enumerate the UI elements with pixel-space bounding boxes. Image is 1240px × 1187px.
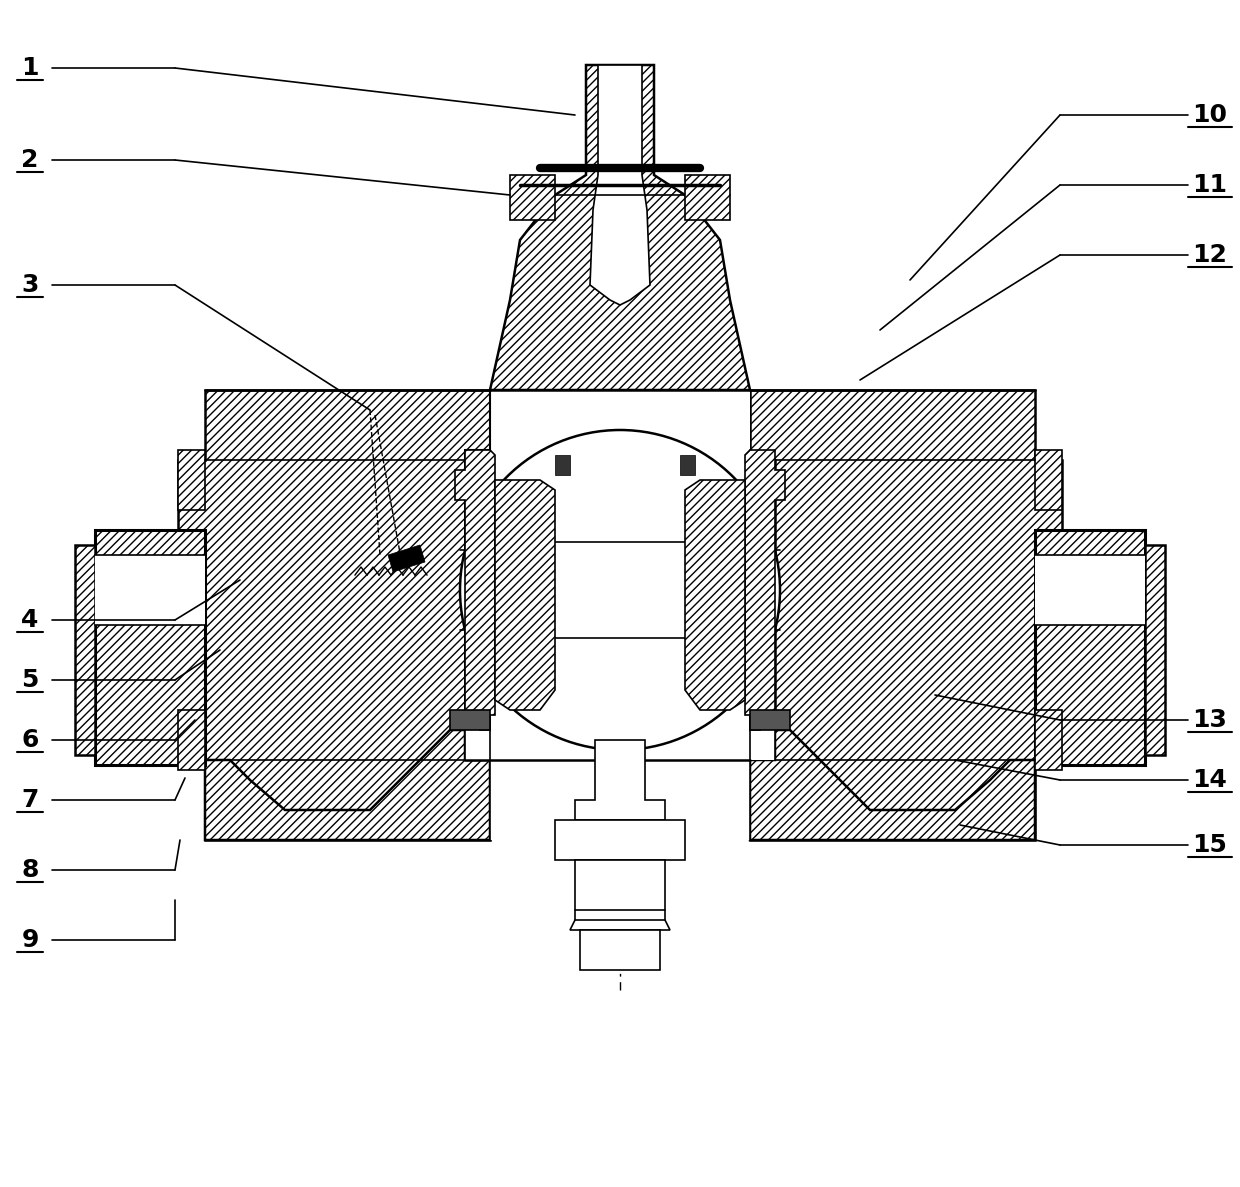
Polygon shape bbox=[745, 450, 785, 730]
Polygon shape bbox=[510, 174, 556, 220]
Text: 8: 8 bbox=[21, 858, 38, 882]
Polygon shape bbox=[388, 545, 425, 572]
Text: 14: 14 bbox=[1193, 768, 1228, 792]
Text: 5: 5 bbox=[21, 668, 38, 692]
Text: 3: 3 bbox=[21, 273, 38, 297]
Polygon shape bbox=[179, 450, 205, 510]
Polygon shape bbox=[684, 480, 745, 710]
Polygon shape bbox=[680, 455, 694, 475]
Text: 1: 1 bbox=[21, 56, 38, 80]
Polygon shape bbox=[750, 710, 790, 730]
Polygon shape bbox=[1035, 710, 1061, 770]
Polygon shape bbox=[95, 556, 205, 626]
Polygon shape bbox=[556, 455, 570, 475]
Polygon shape bbox=[1035, 556, 1145, 626]
Polygon shape bbox=[556, 820, 684, 861]
Polygon shape bbox=[465, 391, 775, 840]
Polygon shape bbox=[179, 710, 205, 770]
Polygon shape bbox=[750, 391, 1061, 840]
FancyBboxPatch shape bbox=[472, 542, 768, 637]
Text: 4: 4 bbox=[21, 608, 38, 631]
Text: 7: 7 bbox=[21, 788, 38, 812]
Text: 15: 15 bbox=[1193, 833, 1228, 857]
Polygon shape bbox=[95, 531, 205, 764]
Polygon shape bbox=[575, 740, 665, 820]
Polygon shape bbox=[684, 174, 730, 220]
Polygon shape bbox=[1145, 545, 1166, 755]
Text: 10: 10 bbox=[1193, 103, 1228, 127]
Text: 2: 2 bbox=[21, 148, 38, 172]
Polygon shape bbox=[205, 730, 490, 840]
Polygon shape bbox=[590, 65, 650, 305]
Text: 9: 9 bbox=[21, 928, 38, 952]
Text: 13: 13 bbox=[1193, 707, 1228, 732]
Text: 6: 6 bbox=[21, 728, 38, 753]
Text: 12: 12 bbox=[1193, 243, 1228, 267]
Polygon shape bbox=[74, 545, 95, 755]
Polygon shape bbox=[450, 710, 490, 730]
Circle shape bbox=[460, 430, 780, 750]
Text: 11: 11 bbox=[1193, 173, 1228, 197]
Polygon shape bbox=[580, 929, 660, 970]
Polygon shape bbox=[1035, 450, 1061, 510]
Polygon shape bbox=[455, 450, 495, 730]
Polygon shape bbox=[750, 730, 1035, 840]
Polygon shape bbox=[570, 861, 670, 929]
Polygon shape bbox=[490, 65, 750, 391]
Polygon shape bbox=[495, 480, 556, 710]
Polygon shape bbox=[1035, 531, 1145, 764]
Polygon shape bbox=[179, 391, 490, 840]
